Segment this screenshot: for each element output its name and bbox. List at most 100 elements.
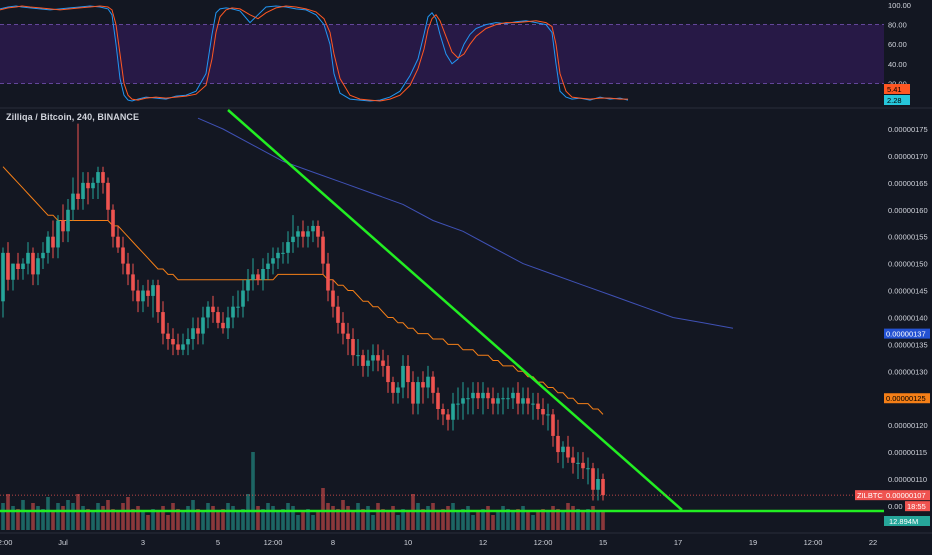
candle-body <box>1 252 5 302</box>
volume-bar <box>401 509 405 530</box>
volume-bar <box>216 512 220 530</box>
candle-body <box>311 225 315 232</box>
candle-body <box>46 236 50 253</box>
volume-bar <box>151 509 155 530</box>
volume-badge <box>884 516 930 526</box>
candle-body <box>566 446 570 458</box>
candle-body <box>161 312 165 334</box>
trendline-descending <box>227 109 683 511</box>
price-ytick: 0.00000155 <box>888 233 928 242</box>
candle-body <box>336 306 340 323</box>
candle-body <box>431 376 435 393</box>
volume-bar <box>536 512 540 530</box>
stoch-k-line <box>0 5 629 102</box>
volume-bar <box>506 509 510 530</box>
volume-bar <box>71 503 75 530</box>
volume-bar <box>46 497 50 530</box>
price-ytick: 0.00000120 <box>888 421 928 430</box>
x-tick-label: 8 <box>331 538 335 547</box>
candle-body <box>526 398 530 404</box>
ma-slow-line <box>197 117 734 329</box>
candle-body <box>541 409 545 415</box>
candle-body <box>11 263 15 280</box>
volume-bar <box>586 509 590 530</box>
candle-body <box>401 365 405 388</box>
candle-body <box>486 392 490 399</box>
candle-body <box>356 355 360 357</box>
volume-bar <box>316 512 320 530</box>
stoch-d-badge <box>884 84 910 94</box>
x-tick-label: 12 <box>479 538 487 547</box>
candle-body <box>341 322 345 334</box>
price-ytick: 0.00000150 <box>888 260 928 269</box>
stoch-ytick: 80.00 <box>888 21 907 30</box>
volume-bar <box>261 509 265 530</box>
volume-bar <box>446 506 450 530</box>
last-price-badge <box>884 490 930 501</box>
candle-body <box>516 392 520 404</box>
candle-body <box>56 220 60 248</box>
volume-bar <box>141 512 145 530</box>
candle-body <box>166 333 170 339</box>
candle-body <box>476 392 480 399</box>
volume-bar <box>86 509 90 530</box>
candle-body <box>496 398 500 404</box>
candle-body <box>511 392 515 399</box>
volume-bar <box>321 488 325 530</box>
candle-body <box>571 457 575 463</box>
stoch-d-last: 5.41 <box>887 85 902 94</box>
volume-bar <box>531 515 535 530</box>
candle-body <box>366 360 370 366</box>
candle-body <box>201 317 205 334</box>
candle-body <box>96 172 100 183</box>
candle-body <box>236 306 240 308</box>
volume-bar <box>426 506 430 530</box>
candle-body <box>121 247 125 264</box>
candle-body <box>141 290 145 302</box>
volume-bar <box>191 500 195 530</box>
price-ytick: 0.00000110 <box>888 475 927 484</box>
volume-bar <box>431 503 435 530</box>
candle-body <box>106 182 110 210</box>
volume-bar <box>231 506 235 530</box>
candle-body <box>36 258 40 275</box>
volume-bar <box>126 497 130 530</box>
candle-body <box>281 252 285 254</box>
candle-body <box>176 344 180 350</box>
x-tick-label: 3 <box>141 538 145 547</box>
candle-body <box>271 258 275 264</box>
candle-body <box>251 274 255 280</box>
candle-body <box>76 193 80 199</box>
volume-bar <box>111 509 115 530</box>
volume-bar <box>186 506 190 530</box>
volume-bar <box>491 515 495 530</box>
volume-bar <box>376 503 380 530</box>
candle-body <box>26 252 30 264</box>
candle-body <box>6 252 10 280</box>
volume-bar <box>416 503 420 530</box>
x-tick-label: Jul <box>58 538 68 547</box>
volume-bar <box>361 509 365 530</box>
candle-body <box>291 236 295 243</box>
x-tick-label: 12:00 <box>264 538 283 547</box>
volume-bar <box>551 506 555 530</box>
candle-body <box>426 376 430 388</box>
candle-body <box>396 387 400 393</box>
volume-bar <box>106 500 110 530</box>
candle-body <box>116 236 120 248</box>
stoch-k-last: 2.28 <box>887 96 902 105</box>
volume-bar <box>276 512 280 530</box>
volume-bar <box>391 506 395 530</box>
volume-bar <box>91 512 95 530</box>
candle-body <box>411 382 415 404</box>
candle-body <box>506 398 510 400</box>
candle-body <box>81 182 85 199</box>
stoch-d-line <box>0 5 628 102</box>
price-ytick: 0.00000140 <box>888 313 928 322</box>
candle-body <box>266 263 270 269</box>
candle-body <box>211 306 215 313</box>
candle-body <box>126 263 130 275</box>
candle-body <box>436 392 440 409</box>
